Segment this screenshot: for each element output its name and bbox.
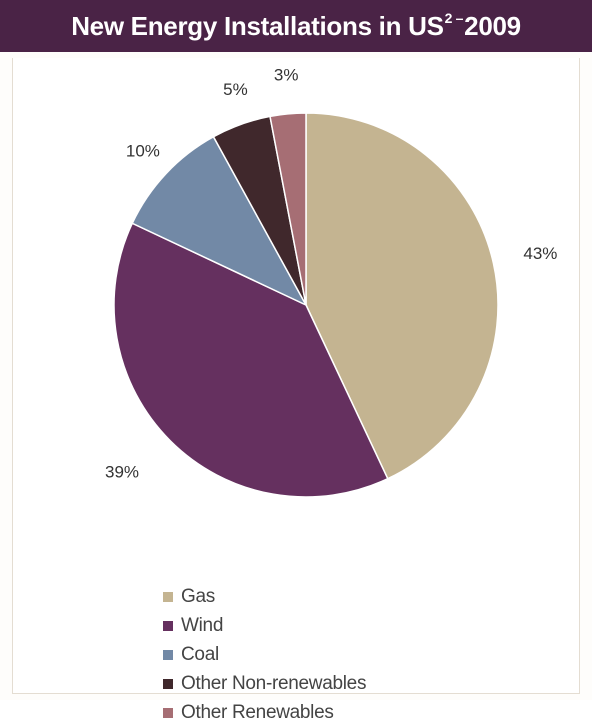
legend-label: Gas (181, 585, 215, 607)
legend-label: Coal (181, 643, 219, 665)
chart-title-superscript: 2 – (444, 10, 464, 26)
legend-label: Other Renewables (181, 701, 334, 723)
slice-label-gas: 43% (523, 244, 557, 263)
chart-area: 43% 39% 10% 5% 3% Gas Wind Coal Other Non-renew… (12, 58, 580, 723)
legend-item-wind: Wind (163, 611, 366, 640)
slice-label-other-renewables: 3% (274, 65, 299, 84)
legend-item-other-non-renewables: Other Non-renewables (163, 669, 366, 698)
legend-label: Other Non-renewables (181, 672, 367, 694)
pie-slice-coal (131, 135, 308, 307)
legend-swatch (163, 620, 173, 631)
legend-swatch (163, 707, 173, 718)
slice-label-coal: 10% (126, 142, 160, 161)
legend-item-gas: Gas (163, 582, 366, 611)
legend-swatch (163, 678, 173, 689)
pie-chart: 43% 39% 10% 5% 3% (105, 65, 557, 498)
legend-swatch (163, 591, 173, 602)
slice-label-other-non-renewables: 5% (223, 80, 248, 99)
legend-item-other-renewables: Other Renewables (163, 698, 366, 727)
legend: Gas Wind Coal Other Non-renewables Other Ren… (163, 582, 366, 727)
pie-slice-gas (305, 112, 499, 480)
chart-title-main: New Energy Installations in US (71, 11, 444, 41)
legend-item-coal: Coal (163, 640, 366, 669)
slice-label-wind: 39% (105, 462, 139, 481)
chart-title-year: 2009 (464, 11, 521, 41)
title-bar: New Energy Installations in US2 –2009 (0, 0, 592, 52)
pie-slice-wind (113, 222, 389, 498)
pie-slice-other-renewables (269, 112, 307, 306)
legend-swatch (163, 649, 173, 660)
legend-label: Wind (181, 614, 224, 636)
chart-title: New Energy Installations in US2 –2009 (71, 10, 521, 42)
